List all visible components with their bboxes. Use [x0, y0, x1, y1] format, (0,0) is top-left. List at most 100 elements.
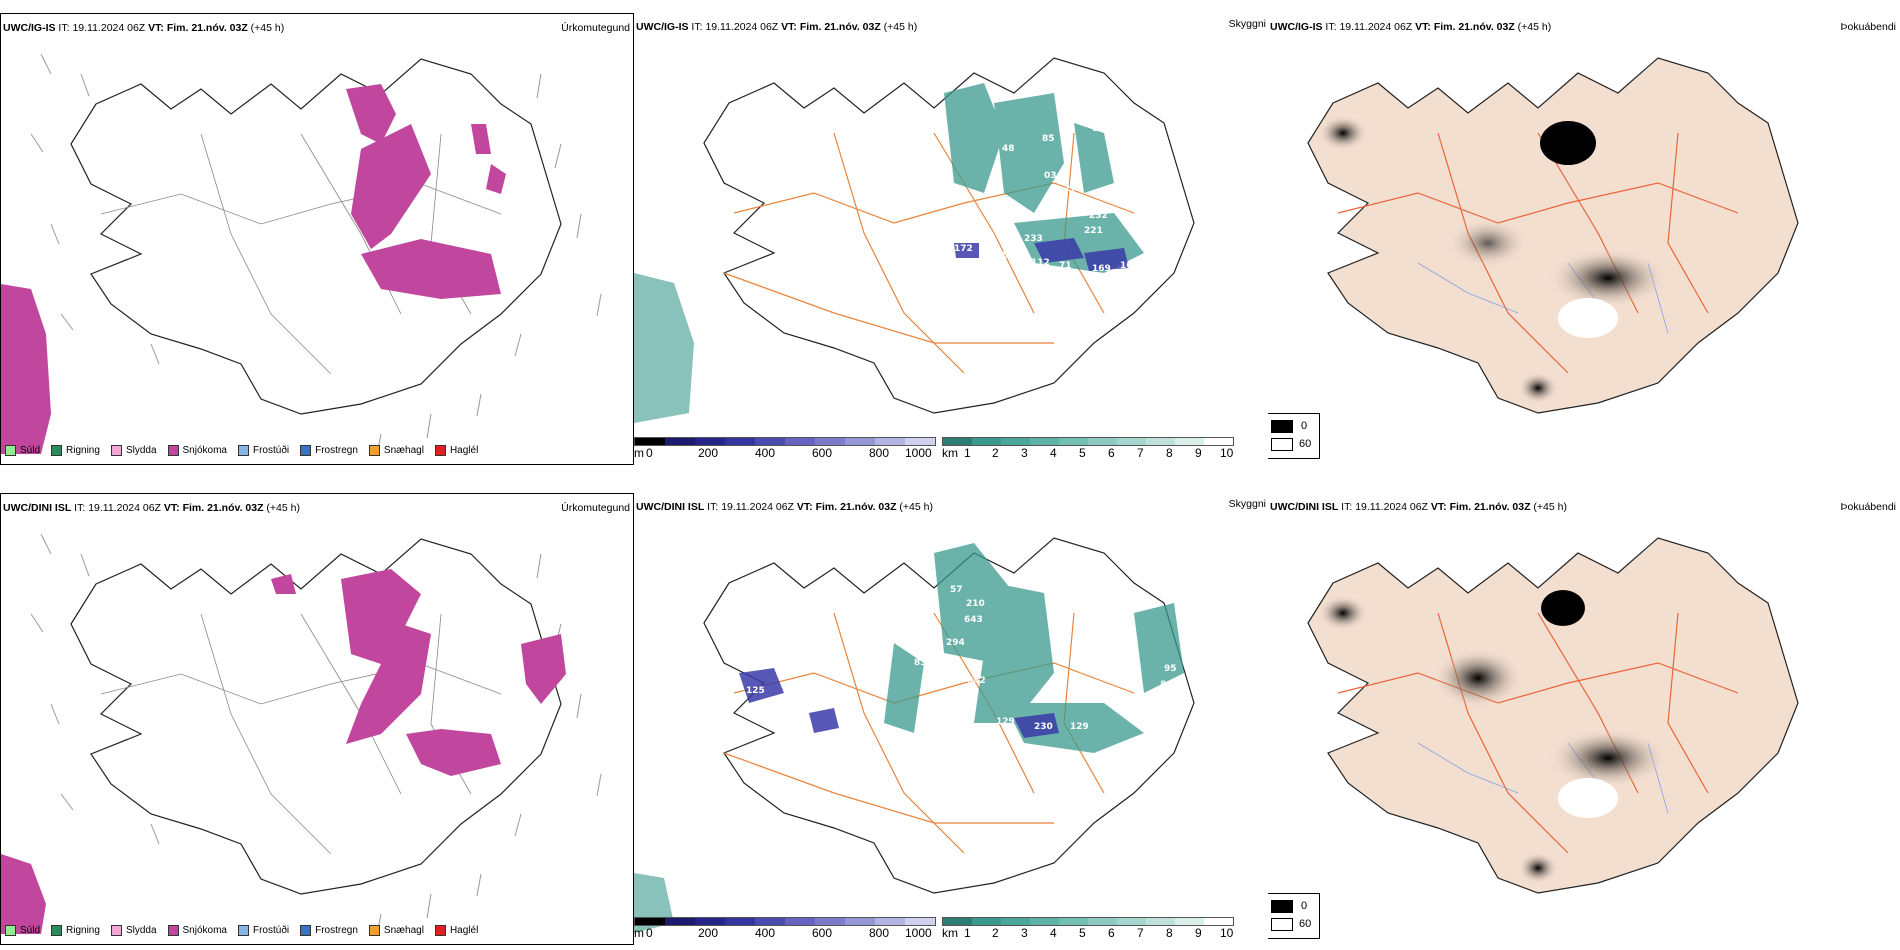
low-visibility-areas [944, 83, 1144, 273]
cloudbase-label: 129 [1070, 722, 1089, 732]
precip-legend: Súld Rigning Slydda Snjókoma Frostúði Fr… [5, 445, 478, 456]
iceland-coastline [703, 57, 1195, 414]
scale-tick: 0 [646, 926, 653, 940]
scale-tick: 200 [698, 446, 719, 460]
legend-item: Snæhagl [368, 925, 424, 936]
cloudbase-label: 166 [1120, 261, 1139, 271]
legend-item: Haglél [434, 925, 478, 936]
fog-index-areas [1318, 590, 1668, 884]
scale-tick: 400 [755, 926, 776, 940]
cloudbase-label: 85 [1042, 134, 1055, 144]
scale-tick: 1 [964, 446, 971, 460]
legend-item: Rigning [51, 445, 100, 456]
cloudbase-label: 25 [1128, 710, 1141, 720]
visibility-map-row1: 112 71 169 166 151 233 242 271 232 221 1… [634, 57, 1195, 423]
road-network [100, 133, 502, 375]
legend-item: Snjókoma [167, 445, 227, 456]
precip-panel-row2: UWC/DINI ISL IT: 19.11.2024 06Z VT: Fim.… [0, 493, 634, 945]
fog-map-row1 [1307, 57, 1799, 414]
cloudbase-label: 48 [1002, 144, 1015, 154]
road-network [723, 132, 1135, 374]
visibility-panel-row2: 125 252 129 230 129 220 219 842 832 294 … [634, 493, 1268, 945]
legend-item: Haglél [434, 445, 478, 456]
cloud-base-areas [954, 238, 1129, 271]
panel-header: UWC/DINI ISL IT: 19.11.2024 06Z VT: Fim.… [1270, 501, 1567, 513]
fog-panel-row2: UWC/DINI ISL IT: 19.11.2024 06Z VT: Fim.… [1268, 493, 1900, 945]
iceland-coastline [703, 537, 1195, 894]
cloudbase-label: 232 [1089, 211, 1108, 221]
panel-header: UWC/IG-IS IT: 19.11.2024 06Z VT: Fim. 21… [1270, 21, 1552, 33]
cloudbase-label: 112 [1031, 258, 1050, 268]
fog-map-row2 [1307, 537, 1799, 894]
scale-tick: 7 [1137, 926, 1144, 940]
scale-tick: 3 [1021, 926, 1028, 940]
cloudbase-label: 84 [1160, 680, 1173, 690]
iceland-land [1307, 57, 1799, 414]
low-visibility-areas [884, 543, 1184, 753]
cloudbase-label: 220 [934, 711, 953, 721]
scale-tick: 5 [1079, 926, 1086, 940]
legend-item: Súld [5, 445, 40, 456]
scale-tick: 400 [755, 446, 776, 460]
legend-item: Frostúði [237, 925, 289, 936]
scale-unit: km [942, 446, 958, 460]
scale-tick: 4 [1050, 446, 1057, 460]
iceland-land [1307, 537, 1799, 894]
legend-item: Snæhagl [368, 445, 424, 456]
panel-title: Skyggni [1228, 18, 1266, 30]
cloudbase-labels: 112 71 169 166 151 233 242 271 232 221 1… [954, 124, 1143, 274]
panel-header: UWC/IG-IS IT: 19.11.2024 06Z VT: Fim. 21… [3, 22, 285, 34]
cloudbase-label: 151 [996, 251, 1015, 261]
visibility-scale: km 1 2 3 4 5 6 7 8 9 10 [942, 437, 1242, 461]
scale-tick: 2 [992, 446, 999, 460]
scale-tick: 600 [812, 926, 833, 940]
legend-item: Frostregn [300, 925, 358, 936]
fog-key: 0 60 [1268, 893, 1320, 939]
legend-item: Slydda [110, 925, 157, 936]
cloudbase-label: 221 [1084, 226, 1103, 236]
visibility-scale: km 1 2 3 4 5 6 7 8 9 10 [942, 917, 1242, 941]
cloudbase-label: 242 [1042, 211, 1061, 221]
scale-tick: 1000 [905, 926, 932, 940]
legend-item: Snjókoma [167, 925, 227, 936]
precip-legend: Súld Rigning Slydda Snjókoma Frostúði Fr… [5, 925, 478, 936]
cloudbase-label: 03 [1044, 171, 1057, 181]
scale-tick: 0 [646, 446, 653, 460]
scale-tick: 3 [1021, 446, 1028, 460]
scale-tick: 9 [1195, 926, 1202, 940]
road-network [1337, 612, 1739, 854]
legend-item: Súld [5, 925, 40, 936]
cloudbase-label: 643 [964, 615, 983, 625]
cloudbase-label: 71 [1059, 261, 1072, 271]
road-network [100, 613, 502, 855]
cloudbase-scale: m 0 200 400 600 800 1000 [634, 917, 936, 941]
panel-title: Úrkomutegund [561, 22, 630, 34]
fog-key: 0 60 [1268, 413, 1320, 459]
road-network [1337, 132, 1739, 374]
cloudbase-label: 129 [996, 717, 1015, 727]
cloudbase-label: 271 [1064, 184, 1083, 194]
scale-tick: 10 [1220, 446, 1234, 460]
fog-panel-row1: UWC/IG-IS IT: 19.11.2024 06Z VT: Fim. 21… [1268, 13, 1900, 465]
scale-tick: 800 [869, 446, 890, 460]
scale-tick: 200 [698, 926, 719, 940]
cloudbase-label: 832 [914, 658, 933, 668]
precip-panel-row1: UWC/IG-IS IT: 19.11.2024 06Z VT: Fim. 21… [0, 13, 634, 465]
cloudbase-label: 95 [1164, 664, 1177, 674]
precip-map-row1 [1, 53, 602, 455]
cloudbase-label: 330 [1124, 164, 1143, 174]
legend-item: Slydda [110, 445, 157, 456]
scale-tick: 600 [812, 446, 833, 460]
cloudbase-label: 169 [1092, 264, 1111, 274]
cloudbase-label: 210 [966, 599, 985, 609]
visibility-panel-row1: 112 71 169 166 151 233 242 271 232 221 1… [634, 13, 1268, 465]
cloudbase-label: 172 [954, 244, 973, 254]
cloudbase-label: 57 [950, 585, 963, 595]
cloudbase-label: 159 [1092, 124, 1111, 134]
snow-areas [1, 84, 506, 454]
panel-title: Þokuábendi [1840, 501, 1896, 513]
cloudbase-label: 50 [924, 624, 937, 634]
scale-tick: 8 [1166, 926, 1173, 940]
scale-tick: 7 [1137, 446, 1144, 460]
panel-title: Þokuábendi [1840, 21, 1896, 33]
